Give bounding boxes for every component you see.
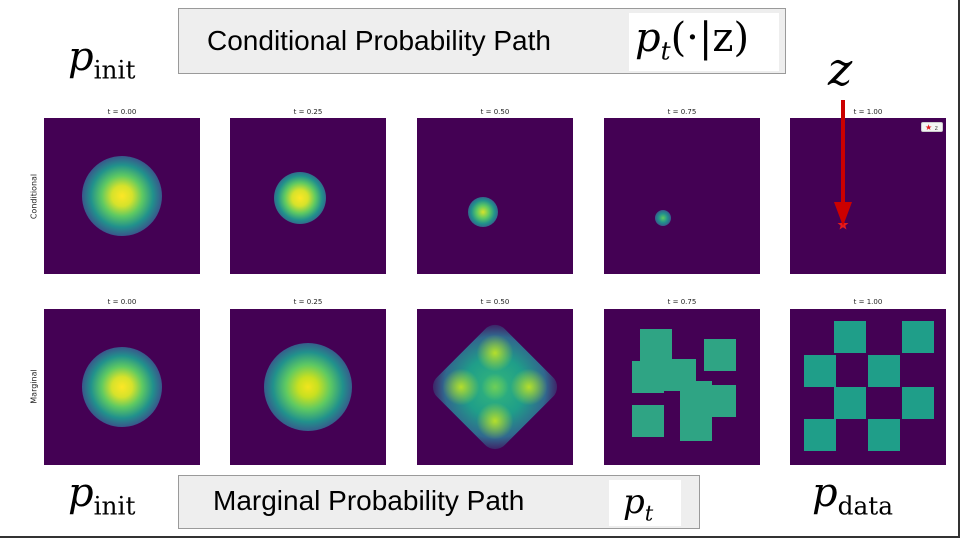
marginal-panel-t0	[44, 309, 200, 465]
p-init-bottom-label: pinit	[68, 470, 136, 521]
density-square	[632, 361, 664, 393]
density-square	[704, 339, 736, 371]
density-square	[680, 409, 712, 441]
z-arrow	[837, 219, 849, 230]
conditional-panel-t075	[604, 118, 760, 274]
marginal-panel-t05	[417, 309, 573, 465]
density-square	[868, 419, 900, 451]
density-blob	[82, 347, 162, 427]
density-cluster	[427, 319, 563, 455]
density-square	[868, 355, 900, 387]
panel-title: t = 0.75	[667, 298, 697, 306]
density-blob	[264, 343, 352, 431]
density-square	[902, 387, 934, 419]
arrow-down-icon	[834, 100, 852, 226]
marginal-panel-t025	[230, 309, 386, 465]
conditional-panel-t1: ★ z	[790, 118, 946, 274]
p-data-label: pdata	[812, 470, 894, 521]
panel-title: t = 0.00	[107, 108, 137, 116]
density-square	[902, 321, 934, 353]
conditional-panel-t05	[417, 118, 573, 274]
density-blob	[655, 210, 671, 226]
panel-title: t = 0.25	[293, 108, 323, 116]
conditional-formula-box: pt(·|z)	[629, 13, 779, 71]
panel-title: t = 1.00	[853, 108, 883, 116]
star-icon: ★	[925, 123, 933, 132]
conditional-title: Conditional Probability Path	[207, 25, 551, 56]
marginal-formula: pt	[623, 482, 654, 526]
panel-title: t = 0.50	[480, 108, 510, 116]
density-square	[804, 419, 836, 451]
density-blob	[468, 197, 498, 227]
panel-title: t = 0.25	[293, 298, 323, 306]
panel-title: t = 0.75	[667, 108, 697, 116]
marginal-panel-t075	[604, 309, 760, 465]
conditional-panel-t025	[230, 118, 386, 274]
density-square	[834, 321, 866, 353]
conditional-panel-t0	[44, 118, 200, 274]
panel-title: t = 0.50	[480, 298, 510, 306]
z-label: z	[828, 42, 853, 96]
marginal-panel-t1	[790, 309, 946, 465]
marginal-formula-box: pt	[609, 480, 681, 526]
legend: ★ z	[921, 122, 943, 132]
density-blob	[82, 156, 162, 236]
density-blob	[274, 172, 326, 224]
marginal-title-box: Marginal Probability Path pt	[178, 475, 700, 529]
density-square	[834, 387, 866, 419]
conditional-title-box: Conditional Probability Path pt(·|z)	[178, 8, 786, 74]
panel-title: t = 0.00	[107, 298, 137, 306]
density-square	[632, 405, 664, 437]
p-init-top-label: pinit	[68, 34, 136, 85]
row-label-conditional: Conditional	[29, 173, 39, 220]
density-square	[640, 329, 672, 361]
panel-title: t = 1.00	[853, 298, 883, 306]
conditional-formula: pt(·|z)	[635, 15, 750, 66]
row-label-marginal: Marginal	[29, 369, 39, 404]
marginal-title: Marginal Probability Path	[213, 485, 525, 516]
density-square	[804, 355, 836, 387]
